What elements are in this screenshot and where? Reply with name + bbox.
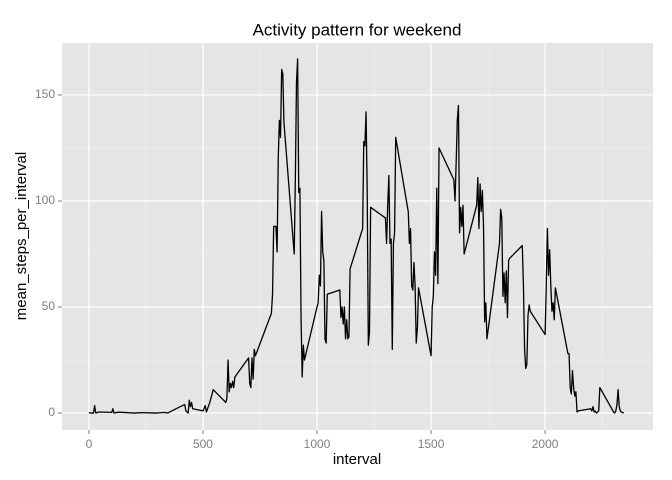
y-tick-label: 50 [42, 299, 56, 313]
line-series [88, 58, 625, 414]
x-tick-label: 0 [86, 437, 93, 451]
x-tick-label: 2000 [532, 437, 559, 451]
chart-title: Activity pattern for weekend [253, 20, 462, 39]
x-tick-label: 500 [193, 437, 213, 451]
y-tick-label: 0 [48, 405, 55, 419]
x-tick-label: 1000 [304, 437, 331, 451]
y-tick-label: 100 [35, 193, 55, 207]
plot-panel [62, 43, 653, 430]
x-axis-label: interval [333, 451, 381, 468]
y-axis-label: mean_steps_per_interval [13, 152, 30, 320]
x-tick-label: 1500 [418, 437, 445, 451]
y-tick-label: 150 [35, 87, 55, 101]
